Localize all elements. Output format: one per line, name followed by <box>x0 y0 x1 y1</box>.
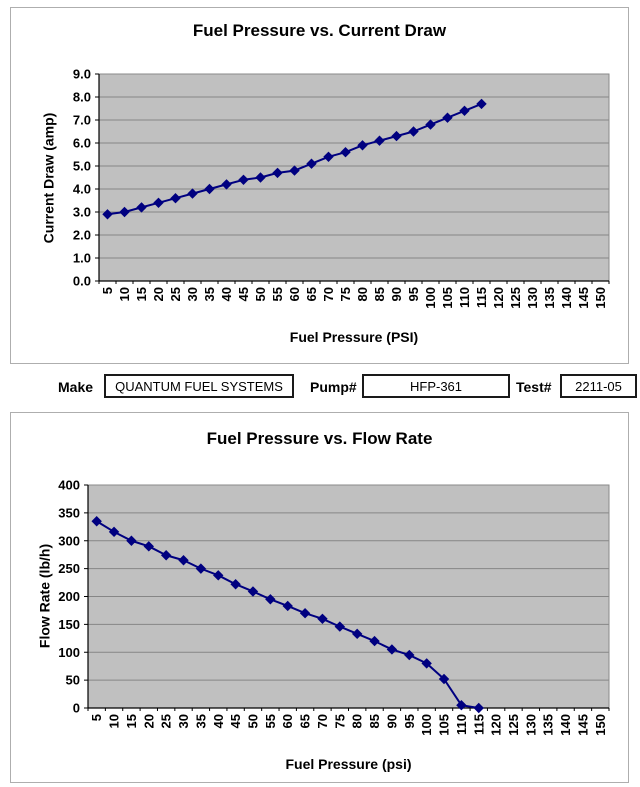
svg-text:65: 65 <box>304 287 319 301</box>
svg-text:120: 120 <box>491 287 506 309</box>
pump-number-label: Pump# <box>310 379 357 395</box>
svg-text:85: 85 <box>372 287 387 301</box>
svg-text:90: 90 <box>389 287 404 301</box>
svg-text:15: 15 <box>134 287 149 301</box>
svg-text:150: 150 <box>593 287 608 309</box>
svg-text:90: 90 <box>384 714 399 728</box>
pump-number-value: HFP-361 <box>409 378 463 394</box>
svg-text:135: 135 <box>542 287 557 309</box>
pump-number-field[interactable]: HFP-361 <box>362 374 510 398</box>
svg-text:5.0: 5.0 <box>73 159 91 174</box>
svg-text:8.0: 8.0 <box>73 90 91 105</box>
svg-text:50: 50 <box>245 714 260 728</box>
svg-text:5: 5 <box>89 714 104 721</box>
svg-text:2.0: 2.0 <box>73 228 91 243</box>
svg-text:35: 35 <box>202 287 217 301</box>
svg-text:0: 0 <box>73 701 80 716</box>
flow-rate-chart-panel: Fuel Pressure vs. Flow Rate 0 50 100 150 200… <box>10 412 629 783</box>
make-field[interactable]: QUANTUM FUEL SYSTEMS <box>104 374 294 398</box>
flow-rate-y-axis-title: Flow Rate (lb/h) <box>36 543 53 649</box>
svg-text:65: 65 <box>298 714 313 728</box>
flow-rate-chart: 0 50 100 150 200 250 300 350 400 5 10 15 20 25 30 35 40 4… <box>58 478 610 736</box>
svg-text:125: 125 <box>506 714 521 736</box>
svg-text:9.0: 9.0 <box>73 67 91 82</box>
svg-text:110: 110 <box>454 714 469 735</box>
svg-text:85: 85 <box>367 714 382 728</box>
svg-text:145: 145 <box>576 287 591 309</box>
svg-text:30: 30 <box>185 287 200 301</box>
svg-text:20: 20 <box>151 287 166 301</box>
svg-text:145: 145 <box>575 714 590 736</box>
svg-text:15: 15 <box>124 714 139 728</box>
svg-text:130: 130 <box>525 287 540 309</box>
test-number-value: 2211-05 <box>575 378 622 394</box>
svg-text:20: 20 <box>141 714 156 728</box>
test-number-field[interactable]: 2211-05 <box>560 374 637 398</box>
svg-text:7.0: 7.0 <box>73 113 91 128</box>
svg-text:135: 135 <box>541 714 556 736</box>
svg-text:10: 10 <box>107 714 122 728</box>
svg-text:5: 5 <box>100 287 115 294</box>
svg-text:130: 130 <box>523 714 538 736</box>
svg-text:55: 55 <box>263 714 278 728</box>
flow-rate-x-axis-title: Fuel Pressure (psi) <box>285 756 412 772</box>
svg-text:115: 115 <box>474 287 489 308</box>
svg-text:40: 40 <box>211 714 226 728</box>
current-draw-chart-panel: Fuel Pressure vs. Current Draw 0.0 1.0 2.0… <box>10 7 629 364</box>
svg-text:70: 70 <box>321 287 336 301</box>
svg-text:60: 60 <box>287 287 302 301</box>
svg-text:105: 105 <box>437 714 452 736</box>
current-draw-chart-title: Fuel Pressure vs. Current Draw <box>192 21 447 40</box>
svg-text:4.0: 4.0 <box>73 182 91 197</box>
svg-text:10: 10 <box>117 287 132 301</box>
current-draw-chart: 0.01.02.03.04.05.06.07.08.09.05 10 15 20 25 3… <box>73 67 610 309</box>
svg-text:3.0: 3.0 <box>73 205 91 220</box>
svg-text:140: 140 <box>559 287 574 309</box>
svg-text:50: 50 <box>66 673 80 688</box>
svg-text:250: 250 <box>58 561 80 576</box>
svg-text:35: 35 <box>193 714 208 728</box>
svg-text:0.0: 0.0 <box>73 274 91 289</box>
svg-text:115: 115 <box>471 714 486 735</box>
make-value: QUANTUM FUEL SYSTEMS <box>115 378 283 394</box>
svg-text:80: 80 <box>355 287 370 301</box>
svg-text:45: 45 <box>228 714 243 728</box>
svg-text:100: 100 <box>419 714 434 736</box>
make-label: Make <box>58 379 94 395</box>
svg-text:100: 100 <box>423 287 438 309</box>
svg-text:200: 200 <box>58 589 80 604</box>
svg-text:95: 95 <box>402 714 417 728</box>
current-draw-x-axis-title: Fuel Pressure (PSI) <box>289 329 419 345</box>
svg-text:95: 95 <box>406 287 421 301</box>
test-number-label: Test# <box>516 379 552 395</box>
svg-text:80: 80 <box>350 714 365 728</box>
svg-text:50: 50 <box>253 287 268 301</box>
current-draw-y-axis-title: Current Draw (amp) <box>40 112 57 244</box>
svg-text:75: 75 <box>332 714 347 728</box>
svg-text:100: 100 <box>58 645 80 660</box>
svg-text:120: 120 <box>489 714 504 736</box>
svg-text:400: 400 <box>58 478 80 493</box>
svg-text:25: 25 <box>159 714 174 728</box>
svg-text:1.0: 1.0 <box>73 251 91 266</box>
svg-text:25: 25 <box>168 287 183 301</box>
svg-text:45: 45 <box>236 287 251 301</box>
svg-text:140: 140 <box>558 714 573 736</box>
svg-text:110: 110 <box>457 287 472 308</box>
svg-text:125: 125 <box>508 287 523 309</box>
svg-text:105: 105 <box>440 287 455 309</box>
svg-text:60: 60 <box>280 714 295 728</box>
svg-text:70: 70 <box>315 714 330 728</box>
svg-text:6.0: 6.0 <box>73 136 91 151</box>
svg-text:30: 30 <box>176 714 191 728</box>
flow-rate-chart-title: Fuel Pressure vs. Flow Rate <box>206 429 433 448</box>
svg-text:350: 350 <box>58 505 80 520</box>
svg-text:150: 150 <box>58 617 80 632</box>
svg-text:150: 150 <box>593 714 608 736</box>
svg-text:300: 300 <box>58 533 80 548</box>
svg-text:55: 55 <box>270 287 285 301</box>
svg-text:75: 75 <box>338 287 353 301</box>
svg-text:40: 40 <box>219 287 234 301</box>
